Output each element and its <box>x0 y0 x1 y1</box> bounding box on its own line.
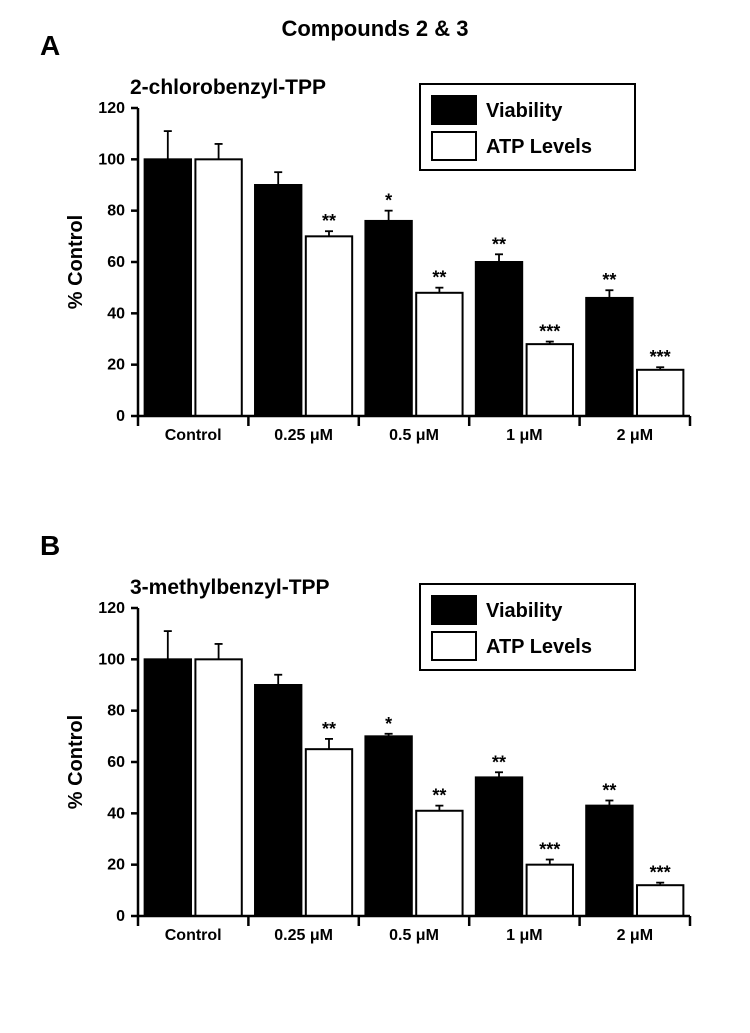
sig-marker: ** <box>602 781 616 801</box>
bar-viability <box>476 777 522 916</box>
y-axis-label: % Control <box>65 215 87 309</box>
bar-viability <box>476 262 522 416</box>
bar-atp <box>416 293 462 416</box>
sig-marker: ** <box>322 211 336 231</box>
sig-marker: ** <box>492 234 506 254</box>
ytick-label: 60 <box>107 754 125 771</box>
xtick-label: 1 μM <box>506 427 542 444</box>
bar-atp <box>195 659 241 916</box>
xtick-label: 2 μM <box>617 927 653 944</box>
ytick-label: 40 <box>107 305 125 322</box>
bar-atp <box>637 885 683 916</box>
ytick-label: 120 <box>98 600 125 617</box>
bar-atp <box>306 749 352 916</box>
ytick-label: 0 <box>116 908 125 925</box>
ytick-label: 80 <box>107 703 125 720</box>
bar-viability <box>586 298 632 416</box>
legend-label: Viability <box>486 600 563 622</box>
legend-label: ATP Levels <box>486 136 592 158</box>
bar-atp <box>527 865 573 916</box>
ytick-label: 0 <box>116 408 125 425</box>
bar-viability <box>586 806 632 916</box>
xtick-label: 2 μM <box>617 427 653 444</box>
legend-swatch <box>432 96 476 124</box>
main-title: Compounds 2 & 3 <box>0 16 750 42</box>
ytick-label: 20 <box>107 857 125 874</box>
bar-atp <box>527 344 573 416</box>
ytick-label: 40 <box>107 805 125 822</box>
xtick-label: 1 μM <box>506 927 542 944</box>
legend-swatch <box>432 596 476 624</box>
panel-b-letter: B <box>40 530 60 562</box>
xtick-label: 0.5 μM <box>389 927 439 944</box>
legend-label: ATP Levels <box>486 636 592 658</box>
ytick-label: 120 <box>98 100 125 117</box>
xtick-label: 0.25 μM <box>274 927 333 944</box>
sig-marker: *** <box>539 840 560 860</box>
xtick-label: 0.5 μM <box>389 427 439 444</box>
bar-atp <box>416 811 462 916</box>
sig-marker: * <box>385 714 392 734</box>
xtick-label: Control <box>165 927 222 944</box>
sig-marker: *** <box>650 863 671 883</box>
legend-label: Viability <box>486 100 563 122</box>
sig-marker: ** <box>432 268 446 288</box>
xtick-label: Control <box>165 427 222 444</box>
y-axis-label: % Control <box>65 715 87 809</box>
ytick-label: 60 <box>107 254 125 271</box>
ytick-label: 100 <box>98 651 125 668</box>
xtick-label: 0.25 μM <box>274 427 333 444</box>
chart-b: 020406080100120Control**0.25 μM***0.5 μM… <box>60 572 700 972</box>
bar-atp <box>195 159 241 416</box>
sig-marker: ** <box>432 786 446 806</box>
bar-viability <box>365 221 411 416</box>
panel-a-letter: A <box>40 30 60 62</box>
bar-atp <box>306 236 352 416</box>
bar-atp <box>637 370 683 416</box>
ytick-label: 100 <box>98 151 125 168</box>
sig-marker: *** <box>650 347 671 367</box>
sig-marker: * <box>385 191 392 211</box>
sig-marker: ** <box>602 270 616 290</box>
bar-viability <box>255 685 301 916</box>
ytick-label: 20 <box>107 357 125 374</box>
ytick-label: 80 <box>107 203 125 220</box>
bar-viability <box>255 185 301 416</box>
legend-swatch <box>432 632 476 660</box>
sig-marker: ** <box>492 752 506 772</box>
sig-marker: *** <box>539 322 560 342</box>
legend-swatch <box>432 132 476 160</box>
bar-viability <box>145 159 191 416</box>
bar-viability <box>365 736 411 916</box>
chart-a: 020406080100120Control**0.25 μM***0.5 μM… <box>60 72 700 472</box>
bar-viability <box>145 659 191 916</box>
sig-marker: ** <box>322 719 336 739</box>
